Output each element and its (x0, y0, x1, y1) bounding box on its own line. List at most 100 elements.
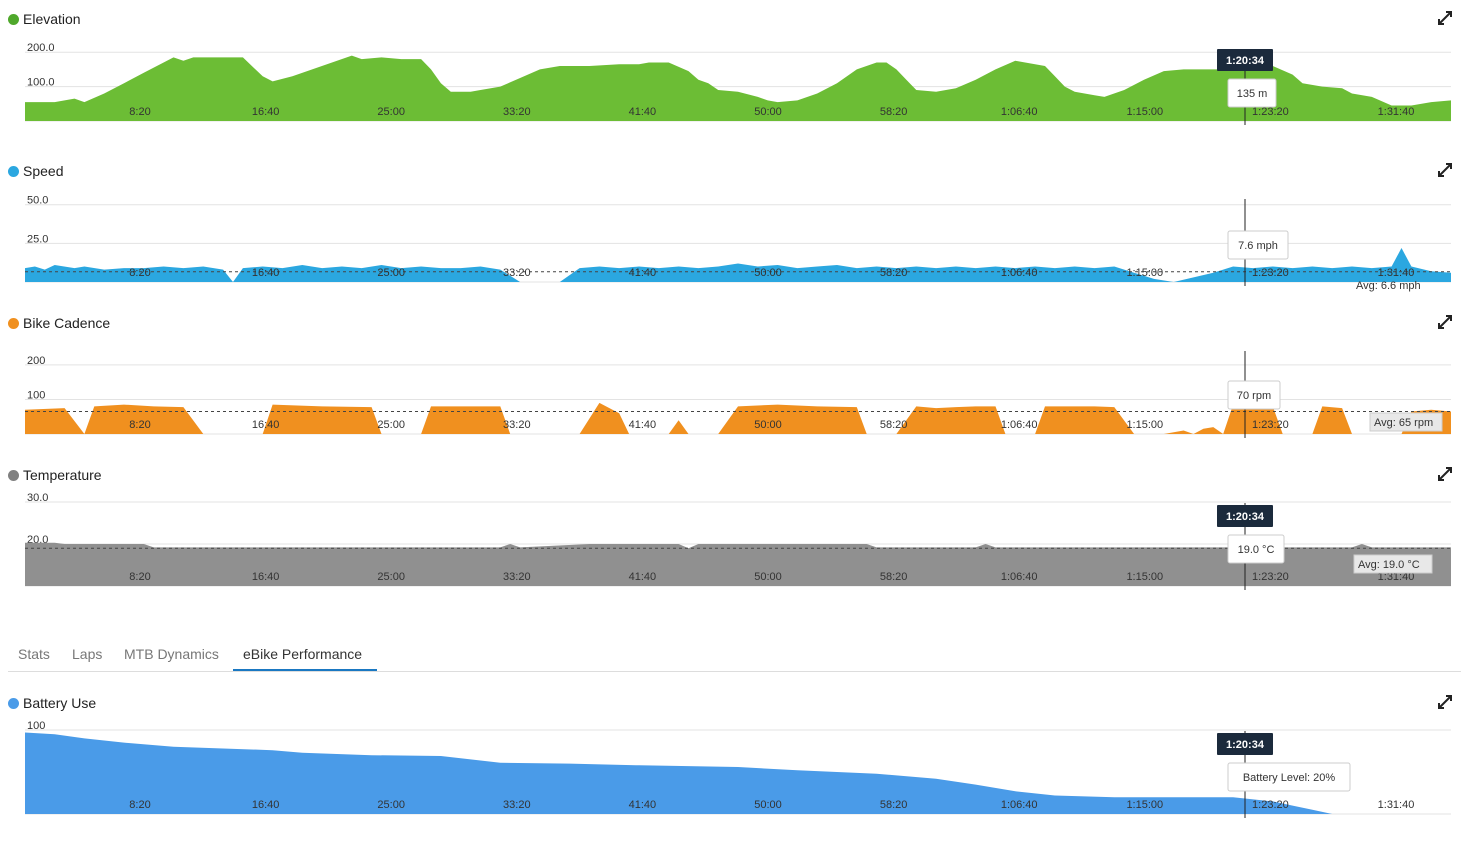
speed-title-text: Speed (23, 163, 64, 179)
y-tick-label: 200 (27, 355, 45, 367)
x-tick-label: 41:40 (629, 106, 657, 118)
x-tick-label: 41:40 (629, 419, 657, 431)
elevation-title-text: Elevation (23, 11, 81, 27)
x-tick-label: 16:40 (252, 571, 280, 583)
cursor-time-badge (1217, 733, 1273, 755)
x-tick-label: 50:00 (754, 799, 782, 811)
value-tooltip-label: Battery Level: 20% (1243, 772, 1336, 784)
x-tick-label: 1:06:40 (1001, 267, 1038, 279)
x-tick-label: 33:20 (503, 799, 531, 811)
y-tick-label: 100 (27, 389, 45, 401)
x-tick-label: 1:15:00 (1126, 267, 1163, 279)
x-tick-label: 33:20 (503, 106, 531, 118)
value-tooltip (1227, 230, 1289, 260)
cursor-time-badge (1217, 49, 1273, 71)
cursor-time-label: 1:20:34 (1226, 55, 1265, 67)
value-tooltip-label: 70 rpm (1237, 390, 1271, 402)
x-tick-label: 1:15:00 (1126, 571, 1163, 583)
x-tick-label: 25:00 (377, 106, 405, 118)
series-area (25, 55, 1451, 121)
x-tick-label: 1:06:40 (1001, 419, 1038, 431)
y-tick-label: 100 (27, 720, 45, 732)
average-badge (1369, 412, 1443, 432)
cadence-chart[interactable]: 20010008:2016:4025:0033:2041:4050:0058:2… (0, 334, 1464, 474)
x-tick-label: 8:20 (129, 106, 150, 118)
expand-icon[interactable] (1438, 163, 1452, 177)
value-tooltip (1227, 762, 1351, 792)
x-tick-label: 1:06:40 (1001, 571, 1038, 583)
x-tick-label: 41:40 (629, 799, 657, 811)
x-tick-label: 41:40 (629, 571, 657, 583)
value-tooltip-label: 19.0 °C (1238, 544, 1275, 556)
elevation-chart[interactable]: 200.0100.008:2016:4025:0033:2041:4050:00… (0, 30, 1464, 160)
temperature-title-text: Temperature (23, 467, 102, 483)
series-area (25, 248, 1451, 282)
expand-icon[interactable] (1438, 467, 1452, 481)
x-tick-label: 50:00 (754, 571, 782, 583)
x-tick-label: 8:20 (129, 799, 150, 811)
x-tick-label: 58:20 (880, 799, 908, 811)
average-label: Avg: 19.0 °C (1358, 559, 1420, 571)
tab-stats[interactable]: Stats (18, 646, 50, 662)
x-tick-label: 1:31:40 (1378, 106, 1415, 118)
y-tick-label: 100.0 (27, 77, 55, 89)
series-area (25, 542, 1451, 586)
x-tick-label: 1:31:40 (1378, 571, 1415, 583)
cadence-legend-dot (8, 317, 19, 329)
tab-ebike-performance[interactable]: eBike Performance (243, 646, 363, 662)
x-tick-label: 58:20 (880, 419, 908, 431)
tab-mtb-dynamics[interactable]: MTB Dynamics (124, 646, 219, 662)
series-area (25, 402, 1451, 434)
x-tick-label: 33:20 (503, 267, 531, 279)
expand-icon[interactable] (1438, 695, 1452, 709)
average-label: Avg: 65 rpm (1374, 417, 1433, 429)
x-tick-label: 58:20 (880, 106, 908, 118)
x-tick-label: 1:06:40 (1001, 106, 1038, 118)
tab-laps[interactable]: Laps (72, 646, 103, 662)
x-tick-label: 1:06:40 (1001, 799, 1038, 811)
cursor-time-label: 1:20:34 (1226, 739, 1265, 751)
x-tick-label: 33:20 (503, 419, 531, 431)
x-tick-label: 50:00 (754, 106, 782, 118)
x-tick-label: 33:20 (503, 571, 531, 583)
analysis-tabs: Stats Laps MTB Dynamics eBike Performanc… (8, 640, 1461, 672)
x-tick-label: 16:40 (252, 106, 280, 118)
x-tick-label: 8:20 (129, 571, 150, 583)
speed-title: Speed (8, 163, 63, 179)
y-tick-label: 50.0 (27, 195, 48, 207)
x-tick-label: 1:23:20 (1252, 267, 1289, 279)
x-tick-label: 8:20 (129, 419, 150, 431)
expand-icon[interactable] (1438, 11, 1452, 25)
x-tick-label: 58:20 (880, 267, 908, 279)
x-tick-label: 25:00 (377, 799, 405, 811)
y-tick-label: 30.0 (27, 492, 48, 504)
active-tab-indicator (233, 669, 377, 671)
x-tick-label: 25:00 (377, 571, 405, 583)
x-tick-label: 50:00 (754, 267, 782, 279)
battery-legend-dot (8, 697, 19, 709)
value-tooltip-label: 7.6 mph (1238, 240, 1278, 252)
x-tick-label: 1:23:20 (1252, 799, 1289, 811)
x-tick-label: 1:23:20 (1252, 419, 1289, 431)
expand-icon[interactable] (1438, 315, 1452, 329)
x-tick-label: 1:15:00 (1126, 799, 1163, 811)
x-tick-label: 1:23:20 (1252, 106, 1289, 118)
value-tooltip-label: 135 m (1237, 88, 1268, 100)
battery-chart[interactable]: 10008:2016:4025:0033:2041:4050:0058:201:… (0, 714, 1464, 854)
battery-title-text: Battery Use (23, 695, 97, 711)
series-area (25, 732, 1352, 814)
elevation-title: Elevation (8, 11, 81, 27)
x-tick-label: 50:00 (754, 419, 782, 431)
y-tick-label: 25.0 (27, 233, 48, 245)
x-tick-label: 25:00 (377, 267, 405, 279)
cursor-time-badge (1217, 505, 1273, 527)
speed-chart[interactable]: 50.025.00.08:2016:4025:0033:2041:4050:00… (0, 182, 1464, 322)
value-tooltip (1227, 380, 1281, 410)
x-tick-label: 8:20 (129, 267, 150, 279)
speed-legend-dot (8, 165, 19, 177)
temperature-title: Temperature (8, 467, 102, 483)
x-tick-label: 41:40 (629, 267, 657, 279)
x-tick-label: 16:40 (252, 419, 280, 431)
temperature-chart[interactable]: 30.020.010.08:2016:4025:0033:2041:4050:0… (0, 486, 1464, 626)
average-badge (1353, 554, 1433, 574)
